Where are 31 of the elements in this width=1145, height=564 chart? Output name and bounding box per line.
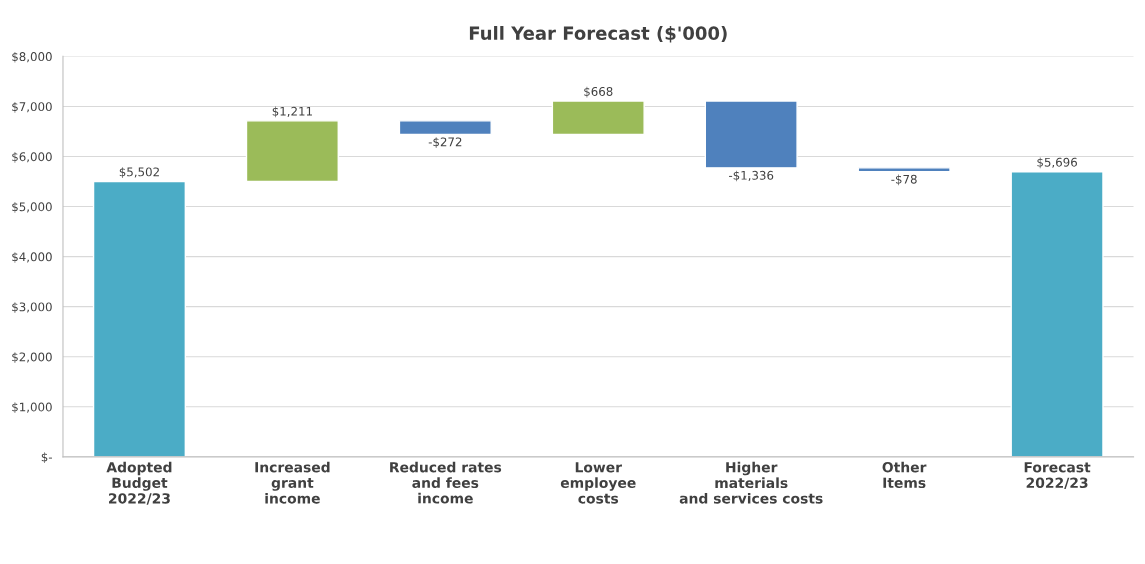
x-tick-label: Lower employee costs bbox=[560, 462, 636, 504]
y-tick-label: $1,000 bbox=[12, 402, 52, 414]
x-tick-label: Adopted Budget 2022/23 bbox=[106, 461, 172, 505]
bar bbox=[857, 167, 951, 173]
bar bbox=[245, 120, 339, 183]
data-label: -$78 bbox=[891, 174, 917, 186]
x-tick-label: Higher materials and services costs bbox=[679, 461, 823, 504]
y-tick-label: $3,000 bbox=[12, 302, 52, 313]
bar bbox=[704, 100, 798, 169]
x-tick-label: Increased grant income bbox=[255, 461, 330, 504]
chart-title: Full Year Forecast ($'000) bbox=[469, 26, 727, 43]
y-tick-label: $4,000 bbox=[12, 252, 52, 263]
data-label: $5,696 bbox=[1037, 157, 1077, 169]
data-label: -$272 bbox=[428, 137, 462, 148]
x-tick-label: Reduced rates and fees income bbox=[390, 461, 502, 504]
data-label: -$1,336 bbox=[729, 170, 774, 182]
y-tick-label: $8,000 bbox=[12, 51, 52, 63]
x-tick-label: Forecast 2022/23 bbox=[1024, 462, 1091, 490]
data-label: $668 bbox=[584, 86, 613, 98]
y-tick-label: $6,000 bbox=[12, 152, 52, 163]
bar bbox=[551, 100, 645, 136]
data-label: $5,502 bbox=[119, 167, 159, 178]
x-tick-label: Other Items bbox=[882, 461, 927, 488]
data-label: $1,211 bbox=[272, 106, 312, 118]
y-tick-label: $2,000 bbox=[12, 352, 52, 363]
y-tick-label: $5,000 bbox=[12, 202, 52, 213]
y-tick-label: $7,000 bbox=[12, 101, 52, 113]
bar bbox=[1010, 171, 1104, 457]
bar bbox=[92, 180, 187, 457]
y-tick-label: $- bbox=[41, 452, 52, 464]
bar bbox=[398, 120, 492, 136]
